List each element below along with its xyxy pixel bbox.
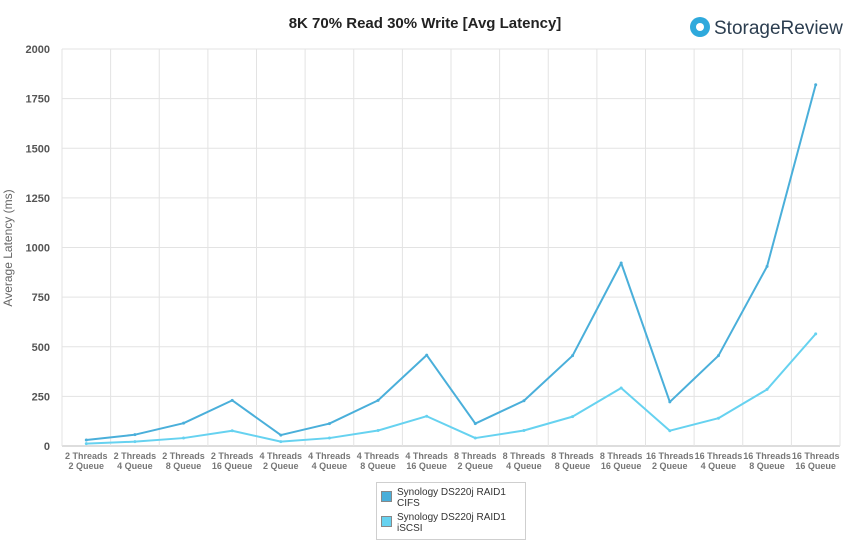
point-iscsi (473, 436, 477, 440)
point-iscsi (668, 429, 672, 433)
point-iscsi (376, 429, 380, 433)
point-iscsi (182, 436, 186, 440)
point-iscsi (571, 415, 575, 419)
point-cifs (668, 400, 672, 404)
point-cifs (279, 433, 283, 437)
x-tick-label: 8 Threads 4 Queue (503, 451, 546, 471)
point-iscsi (230, 429, 234, 433)
legend-item-cifs[interactable]: Synology DS220j RAID1 CIFS (381, 487, 521, 509)
series-lines (84, 83, 818, 446)
y-tick-label: 1250 (26, 193, 50, 205)
x-tick-label: 2 Threads 2 Queue (65, 451, 108, 471)
series-line-iscsi (86, 333, 817, 445)
point-iscsi (619, 386, 623, 390)
x-tick-label: 2 Threads 16 Queue (211, 451, 254, 471)
series-line-cifs (86, 84, 817, 442)
y-axis-label: Average Latency (ms) (1, 189, 15, 306)
point-cifs (376, 398, 380, 402)
x-tick-label: 2 Threads 8 Queue (162, 451, 205, 471)
point-cifs (571, 354, 575, 358)
point-cifs (230, 398, 234, 402)
y-tick-label: 1750 (26, 94, 50, 106)
legend-item-iscsi[interactable]: Synology DS220j RAID1 iSCSI (381, 512, 521, 534)
x-tick-label: 16 Threads 8 Queue (743, 451, 791, 471)
x-tick-label: 16 Threads 4 Queue (695, 451, 743, 471)
legend-label-cifs: Synology DS220j RAID1 CIFS (397, 487, 506, 509)
point-cifs (425, 353, 429, 357)
point-cifs (619, 261, 623, 265)
y-tick-labels: 0 250 500 750 1000 1250 1500 1750 2000 (26, 44, 50, 453)
x-tick-label: 16 Threads 16 Queue (792, 451, 840, 471)
point-iscsi (425, 414, 429, 418)
point-cifs (327, 422, 331, 426)
point-iscsi (84, 442, 88, 446)
grid (61, 48, 841, 447)
point-iscsi (716, 416, 720, 420)
x-tick-label: 2 Threads 4 Queue (114, 451, 157, 471)
y-tick-label: 250 (32, 391, 50, 403)
point-iscsi (133, 440, 137, 444)
point-cifs (716, 354, 720, 358)
storagereview-logo: StorageReview (690, 17, 843, 39)
point-cifs (814, 83, 818, 87)
point-cifs (182, 421, 186, 425)
point-cifs (133, 433, 137, 437)
point-cifs (765, 264, 769, 268)
point-iscsi (279, 440, 283, 444)
x-tick-label: 4 Threads 8 Queue (357, 451, 400, 471)
point-cifs (522, 399, 526, 403)
x-tick-label: 8 Threads 8 Queue (551, 451, 594, 471)
logo-text: StorageReview (714, 18, 843, 39)
point-iscsi (327, 436, 331, 440)
x-tick-label: 8 Threads 16 Queue (600, 451, 643, 471)
x-tick-label: 16 Threads 2 Queue (646, 451, 694, 471)
chart-title: 8K 70% Read 30% Write [Avg Latency] (289, 15, 562, 32)
point-iscsi (814, 332, 818, 336)
x-tick-label: 4 Threads 2 Queue (260, 451, 303, 471)
y-tick-label: 0 (44, 441, 50, 453)
y-tick-label: 1500 (26, 143, 50, 155)
y-tick-label: 500 (32, 342, 50, 354)
x-tick-label: 4 Threads 4 Queue (308, 451, 351, 471)
y-tick-label: 1000 (26, 243, 50, 255)
point-cifs (473, 422, 477, 426)
legend: Synology DS220j RAID1 CIFS Synology DS22… (376, 482, 526, 540)
legend-swatch-cifs (381, 491, 392, 502)
y-tick-label: 750 (32, 292, 50, 304)
x-tick-label: 8 Threads 2 Queue (454, 451, 497, 471)
point-cifs (84, 438, 88, 442)
legend-swatch-iscsi (381, 516, 392, 527)
point-iscsi (522, 429, 526, 433)
legend-label-iscsi: Synology DS220j RAID1 iSCSI (397, 512, 506, 534)
y-tick-label: 2000 (26, 44, 50, 56)
point-iscsi (765, 387, 769, 391)
x-tick-label: 4 Threads 16 Queue (405, 451, 448, 471)
